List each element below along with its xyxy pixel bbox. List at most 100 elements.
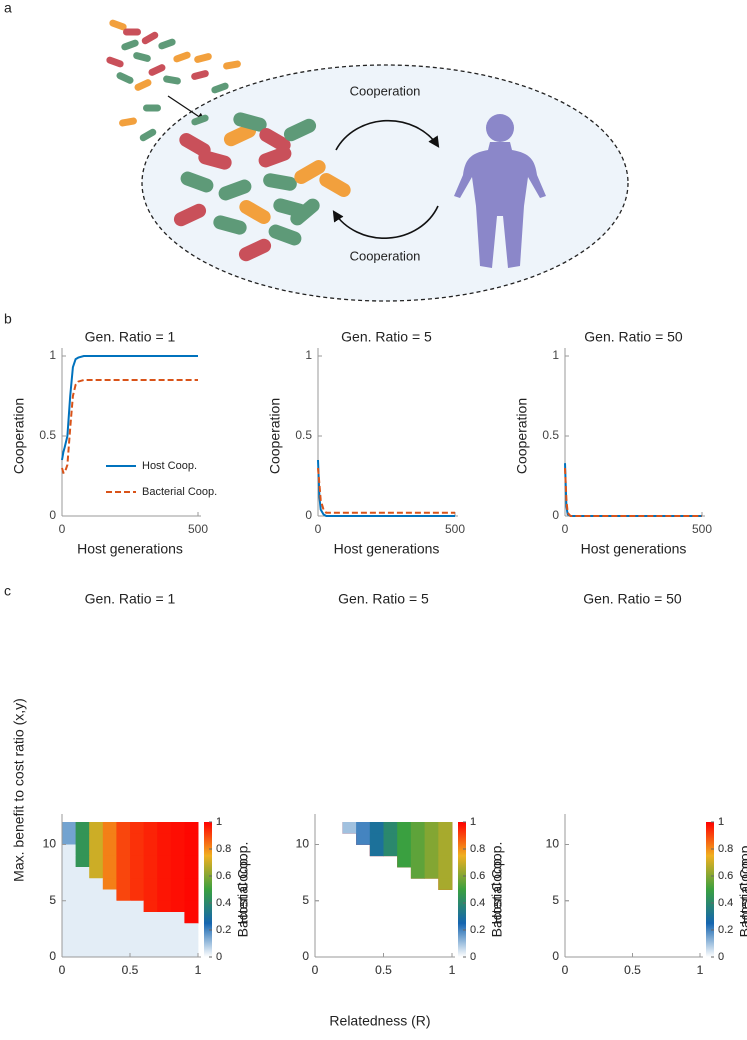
x-axis-label: Relatedness (R): [329, 1013, 430, 1029]
x-tick-label: 1: [449, 963, 456, 977]
heat-cell: [102, 934, 117, 947]
colorbar-tick-label: 1: [718, 816, 724, 828]
heat-cell: [130, 934, 144, 947]
bacterium: [109, 19, 127, 31]
colorbar-tick-label: 0.6: [470, 870, 485, 882]
heat-cell: [102, 833, 117, 845]
arrow-label: Cooperation: [350, 83, 421, 98]
colorbar-label: Host Coop.: [235, 854, 251, 924]
colorbar-tick-label: 1: [216, 816, 222, 828]
heat-cell: [170, 867, 185, 879]
x-tick-label: 1: [449, 963, 456, 977]
heat-cell: [356, 822, 371, 834]
heat-cell: [143, 833, 158, 845]
bacterium: [133, 52, 151, 62]
colorbar: [204, 822, 212, 957]
bacterium: [141, 31, 159, 45]
colorbar-tick-label: 0.4: [718, 897, 733, 909]
line-series: [61, 379, 198, 474]
heat-cell: [184, 945, 199, 958]
y-tick-label: 0.5: [295, 428, 312, 442]
heat-cell: [62, 878, 76, 890]
y-tick-label: 0: [552, 949, 559, 963]
colorbar-tick-label: 0.6: [216, 870, 231, 882]
heat-cell: [116, 833, 131, 845]
heat-cell: [356, 833, 371, 845]
bacterium: [283, 118, 317, 142]
heat-cell: [62, 889, 76, 902]
colorbar-tick-label: 0: [470, 951, 476, 963]
colorbar-tick-label: 0.2: [216, 924, 231, 936]
y-tick-label: 0: [305, 508, 312, 522]
bacterium: [319, 173, 351, 197]
colorbar-tick-label: 1: [718, 816, 724, 828]
bacterium: [239, 200, 271, 224]
colorbar-tick-label: 0.2: [470, 924, 485, 936]
heat-cell: [75, 878, 90, 890]
colorbar-tick-label: 0: [470, 951, 476, 963]
y-tick-label: 1: [552, 348, 559, 362]
heat-cell: [157, 833, 172, 845]
heat-cell: [130, 833, 144, 845]
heat-cell: [369, 833, 384, 845]
heat-cell: [62, 833, 76, 845]
heat-cell: [438, 878, 453, 890]
bacterium: [290, 198, 320, 226]
colorbar-tick-label: 0: [216, 951, 222, 963]
x-tick-label: 0: [562, 963, 569, 977]
heat-cell: [143, 945, 158, 958]
heat-cell: [75, 889, 90, 902]
colorbar-tick-label: 0.6: [470, 870, 485, 882]
heat-cell: [102, 945, 117, 958]
heat-cell: [410, 867, 425, 879]
heat-cell: [89, 878, 104, 890]
y-tick-label: 1: [305, 348, 312, 362]
x-axis-label: Host generations: [581, 541, 687, 557]
bacterium: [191, 70, 209, 80]
colorbar: [458, 822, 466, 957]
heat-cell: [143, 867, 158, 879]
heat-cell: [157, 878, 172, 890]
bacterium: [238, 238, 272, 262]
diagram: Cooperation Cooperation: [106, 19, 629, 302]
y-axis-label: Cooperation: [267, 398, 283, 474]
heat-cell: [62, 912, 76, 924]
line-series: [317, 459, 455, 517]
heat-cell: [130, 900, 144, 913]
heat-cell: [170, 889, 185, 902]
heat-cell: [157, 889, 172, 902]
heat-cell: [130, 867, 144, 879]
heat-cell: [116, 923, 131, 935]
line-series: [61, 355, 198, 461]
heat-cell: [89, 923, 104, 935]
x-tick-label: 0.5: [375, 963, 392, 977]
heat-cell: [62, 934, 76, 947]
colorbar-tick-label: 1: [470, 816, 476, 828]
bacterium: [211, 82, 229, 94]
y-tick-label: 5: [552, 893, 559, 907]
x-tick-label: 0.5: [122, 963, 139, 977]
bacterium: [148, 64, 166, 76]
heat-cell: [342, 822, 357, 834]
colorbar-tick-label: 0: [718, 951, 724, 963]
y-tick-label: 5: [552, 893, 559, 907]
heat-cell: [157, 934, 172, 947]
heat-cell: [157, 900, 172, 913]
heat-cell: [130, 822, 144, 834]
host-boundary: [141, 64, 629, 302]
panel-label: c: [4, 583, 11, 599]
colorbar-tick-label: 0.8: [470, 843, 485, 855]
y-axis-label: Max. benefit to cost ratio (x,y): [11, 698, 27, 882]
colorbar-tick-label: 0.8: [718, 843, 733, 855]
heat-cell: [143, 822, 158, 834]
colorbar-tick-label: 0.8: [216, 843, 231, 855]
bacterium: [119, 117, 137, 127]
chart-title: Gen. Ratio = 50: [584, 329, 683, 345]
heat-cell: [143, 923, 158, 935]
bacterium: [139, 128, 157, 142]
heat-cell: [143, 878, 158, 890]
heat-cell: [157, 945, 172, 958]
colorbar-label: Bacterial Coop.: [737, 842, 747, 938]
heat-cell: [116, 889, 131, 902]
y-tick-label: 0: [49, 949, 56, 963]
